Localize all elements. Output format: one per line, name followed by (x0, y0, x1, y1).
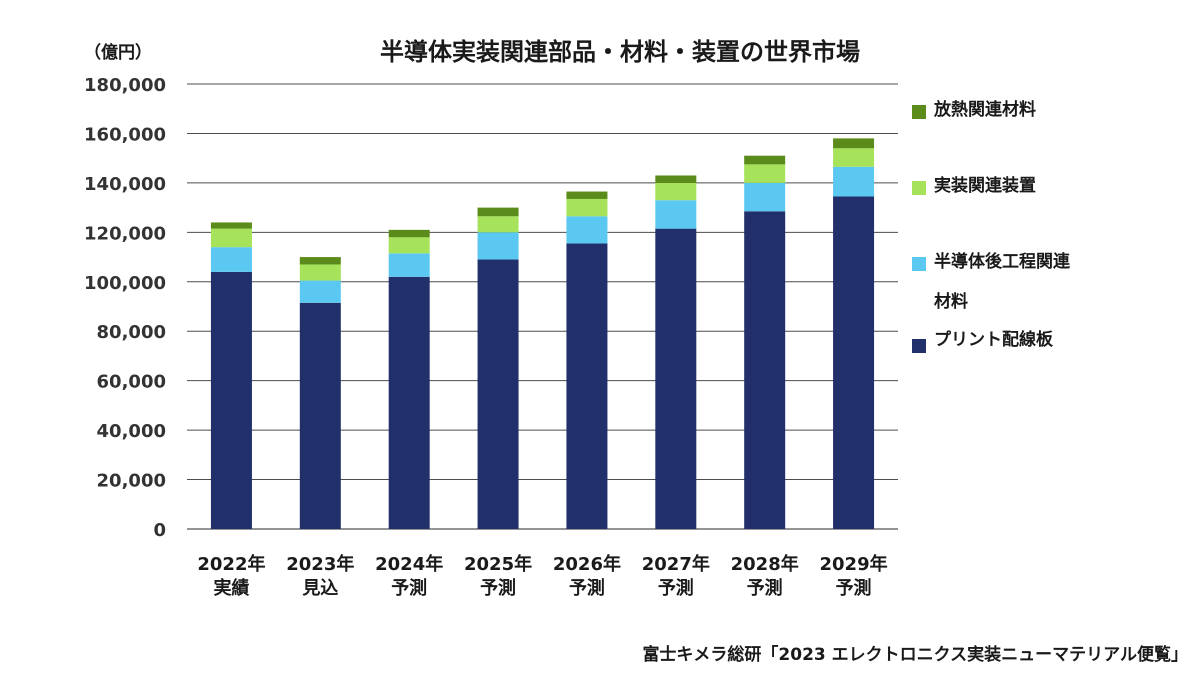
bar-segment (833, 196, 875, 529)
bar-segment (744, 164, 786, 183)
x-tick-label: 2024年 (375, 553, 443, 575)
legend-label: 半導体後工程関連 材料 (934, 242, 1134, 322)
legend-swatch (912, 181, 926, 195)
y-tick-label: 100,000 (84, 273, 166, 294)
bar-segment (210, 228, 252, 248)
bar-segment (299, 257, 341, 265)
bar-segment (566, 198, 608, 217)
x-tick-label: 2022年 (197, 553, 265, 575)
x-tick-label: 見込 (301, 578, 338, 599)
bar-segment (210, 222, 252, 229)
x-tick-label: 予測 (391, 577, 427, 599)
unit-label: （億円） (84, 43, 152, 63)
legend-swatch (912, 105, 926, 119)
x-tick-label: 予測 (836, 577, 872, 599)
bar-segment (566, 243, 608, 530)
x-tick-label: 予測 (569, 577, 605, 599)
legend-item: 半導体後工程関連 材料 (912, 252, 1134, 322)
bar-segment (299, 264, 341, 281)
bar-segment (833, 166, 875, 197)
y-tick-label: 0 (153, 520, 166, 541)
bar-segment (477, 232, 519, 260)
x-tick-label: 予測 (480, 577, 516, 599)
bar-segment (210, 271, 252, 529)
bar-segment (388, 229, 430, 238)
legend-label-line: 材料 (934, 292, 968, 312)
bar-segment (477, 216, 519, 233)
legend-item: 実装関連装置 (912, 176, 1134, 206)
bar-segment (388, 253, 430, 277)
legend-label: 実装関連装置 (934, 166, 1134, 206)
y-tick-label: 160,000 (84, 124, 166, 145)
x-tick-label: 2028年 (731, 553, 799, 575)
x-tick-label: 2026年 (553, 553, 621, 575)
x-tick-label: 2025年 (464, 553, 532, 575)
legend-swatch (912, 339, 926, 353)
bar-segment (388, 276, 430, 529)
x-tick-label: 2027年 (642, 553, 710, 575)
y-tick-label: 20,000 (97, 471, 166, 492)
bar-segment (655, 200, 697, 229)
bar-segment (477, 259, 519, 529)
y-tick-label: 180,000 (84, 75, 166, 96)
bar-segment (210, 247, 252, 272)
legend-item: プリント配線板 (912, 330, 1134, 360)
y-tick-label: 40,000 (97, 421, 166, 442)
bar-segment (388, 237, 430, 254)
legend-label: 放熱関連材料 (934, 90, 1134, 130)
bar-segment (833, 148, 875, 167)
bar-segment (655, 228, 697, 529)
bar-segment (299, 302, 341, 529)
chart-title: 半導体実装関連部品・材料・装置の世界市場 (380, 38, 860, 66)
x-tick-label: 予測 (747, 577, 783, 599)
legend-label-line: 半導体後工程関連 (934, 252, 1070, 272)
legend-swatch (912, 257, 926, 271)
y-tick-label: 80,000 (97, 322, 166, 343)
bar-segment (744, 182, 786, 212)
x-tick-label: 2023年 (286, 553, 354, 575)
bar-segment (833, 138, 875, 149)
bar-segment (566, 191, 608, 199)
bar-segment (299, 280, 341, 303)
y-tick-label: 60,000 (97, 372, 166, 393)
y-tick-label: 140,000 (84, 174, 166, 195)
x-tick-label: 予測 (658, 577, 694, 599)
legend-item: 放熱関連材料 (912, 100, 1134, 130)
legend-label-line: 放熱関連材料 (934, 100, 1036, 120)
legend-label-line: 実装関連装置 (934, 176, 1036, 196)
bar-segment (566, 216, 608, 244)
bar-segment (744, 155, 786, 165)
y-tick-label: 120,000 (84, 223, 166, 244)
legend-label-line: プリント配線板 (934, 330, 1053, 350)
bar-segment (655, 175, 697, 183)
legend-label: プリント配線板 (934, 320, 1134, 360)
x-tick-label: 実績 (213, 577, 249, 599)
bar-segment (655, 182, 697, 201)
x-tick-label: 2029年 (820, 553, 888, 575)
bar-segment (744, 211, 786, 529)
bar-segment (477, 207, 519, 217)
source-note: 富士キメラ総研「2023 エレクトロニクス実装ニューマテリアル便覧」 (642, 645, 1188, 665)
